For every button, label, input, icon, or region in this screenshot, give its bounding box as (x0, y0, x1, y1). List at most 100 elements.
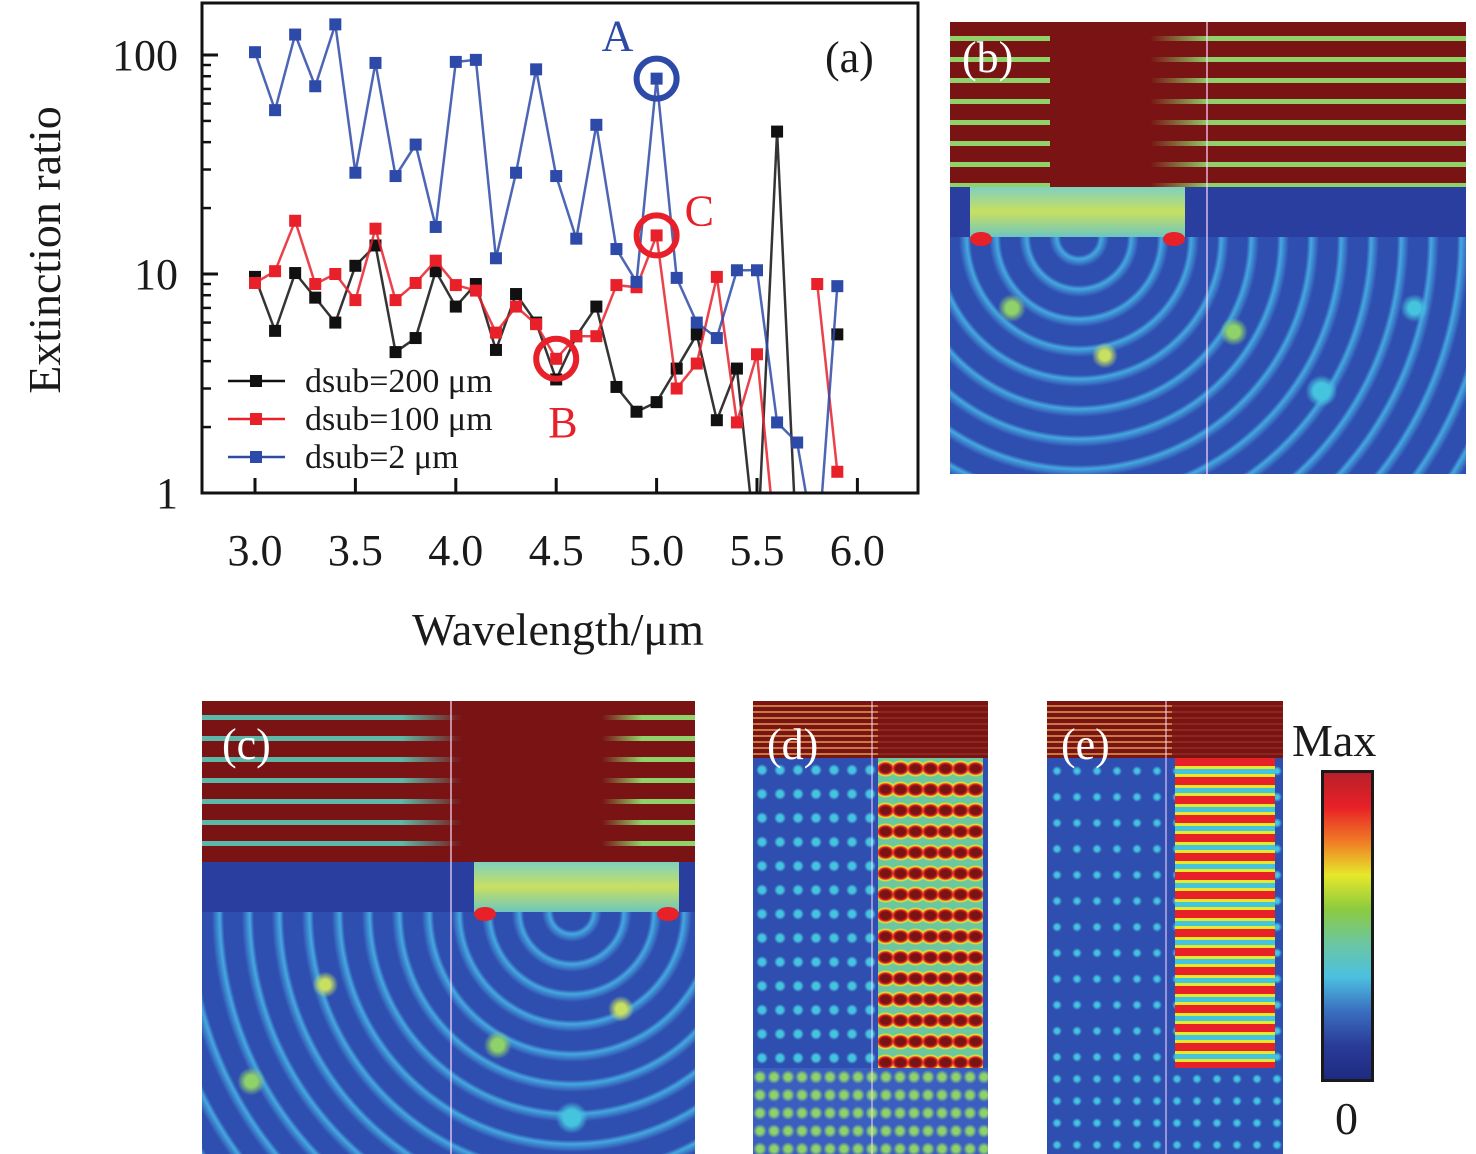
x-axis-title: Wavelength/μm (412, 604, 704, 655)
field-map-e: (e) (1047, 701, 1283, 1154)
stripes-right (1150, 22, 1466, 187)
data-point (369, 56, 382, 69)
y-axis-title: Extinction ratio (19, 106, 70, 393)
hot-spot-left (970, 232, 992, 246)
data-point (730, 264, 743, 277)
data-point (710, 414, 723, 427)
panel-label-c: (c) (222, 720, 271, 769)
divider-line (871, 701, 873, 1154)
data-point (349, 259, 362, 272)
hot-spot-left (474, 907, 496, 921)
data-point (449, 300, 462, 313)
annotation-circle (633, 212, 680, 259)
stripes-left (202, 701, 462, 862)
data-point (690, 357, 703, 370)
data-point (530, 63, 543, 76)
data-point (730, 362, 743, 375)
data-point (489, 343, 502, 356)
legend-label: dsub=100 μm (305, 401, 493, 438)
data-point (590, 300, 603, 313)
series-2 (249, 18, 844, 492)
data-point (269, 324, 282, 337)
data-point (590, 118, 603, 131)
data-point (690, 316, 703, 329)
waveguide (878, 758, 983, 1068)
data-point (329, 18, 342, 31)
data-point (751, 264, 763, 277)
annotation-circle (633, 55, 680, 102)
legend-marker (250, 451, 262, 463)
x-tick-label: 6.0 (830, 526, 885, 575)
data-point (771, 125, 784, 138)
annotation-label-c: C (685, 186, 714, 235)
x-tick-label: 5.0 (629, 526, 684, 575)
data-point (409, 276, 422, 289)
data-point (510, 166, 523, 179)
y-tick-label: 10 (134, 250, 178, 299)
panel-label-b: (b) (962, 33, 1014, 82)
colorbar-max-label: Max (1292, 715, 1377, 766)
data-point (831, 280, 844, 293)
y-axis-ticks: 1 10 100 (112, 31, 218, 518)
data-point (610, 380, 623, 393)
lower-field (202, 912, 695, 1154)
legend-marker (250, 413, 262, 425)
legend-marker (250, 375, 262, 387)
data-point (369, 222, 382, 235)
data-point (269, 265, 282, 278)
data-point (650, 396, 663, 409)
data-point (449, 55, 462, 68)
stripes-right (602, 701, 695, 862)
data-point (650, 229, 663, 242)
data-point (710, 270, 723, 283)
data-point (590, 330, 603, 343)
data-point (429, 265, 442, 278)
data-point (289, 214, 302, 227)
data-point (550, 170, 563, 183)
data-point (730, 416, 743, 429)
data-point (469, 284, 482, 297)
data-point (811, 278, 824, 291)
data-point (710, 332, 723, 345)
x-tick-label: 3.5 (328, 526, 383, 575)
data-point (309, 278, 322, 291)
data-point (670, 382, 683, 395)
data-point (610, 243, 623, 256)
y-tick-label: 100 (112, 31, 178, 80)
data-point (831, 465, 844, 478)
field-map-b: (b) (950, 22, 1466, 474)
x-tick-label: 3.0 (228, 526, 283, 575)
cavity (474, 862, 679, 912)
hot-core (878, 701, 988, 758)
data-point (249, 276, 261, 289)
field-map-c: (c) (202, 701, 695, 1154)
hot-spot-right (1163, 232, 1185, 246)
annotations: A B C (533, 12, 714, 447)
hot-core (1172, 701, 1283, 758)
data-point (489, 326, 502, 339)
data-point (510, 300, 523, 313)
data-point (409, 138, 422, 151)
lower-field (950, 237, 1466, 474)
series-line (253, 131, 796, 492)
data-point (429, 220, 442, 233)
data-point (791, 436, 804, 449)
colorbar-min-label: 0 (1335, 1093, 1358, 1144)
cavity (970, 187, 1185, 237)
data-point (289, 28, 302, 41)
panel-label-e: (e) (1061, 720, 1110, 769)
series-line (253, 23, 839, 492)
panel-label-a: (a) (825, 33, 874, 82)
divider-line (450, 701, 452, 1154)
data-point (630, 405, 643, 418)
x-tick-label: 5.5 (730, 526, 785, 575)
x-axis-ticks: 3.0 3.5 4.0 4.5 5.0 5.5 6.0 (228, 478, 885, 575)
data-point (329, 316, 342, 329)
data-point (349, 294, 362, 307)
divider-line (1206, 22, 1208, 474)
data-point (530, 318, 543, 331)
waveguide (1175, 758, 1275, 1068)
series-1 (249, 214, 844, 492)
